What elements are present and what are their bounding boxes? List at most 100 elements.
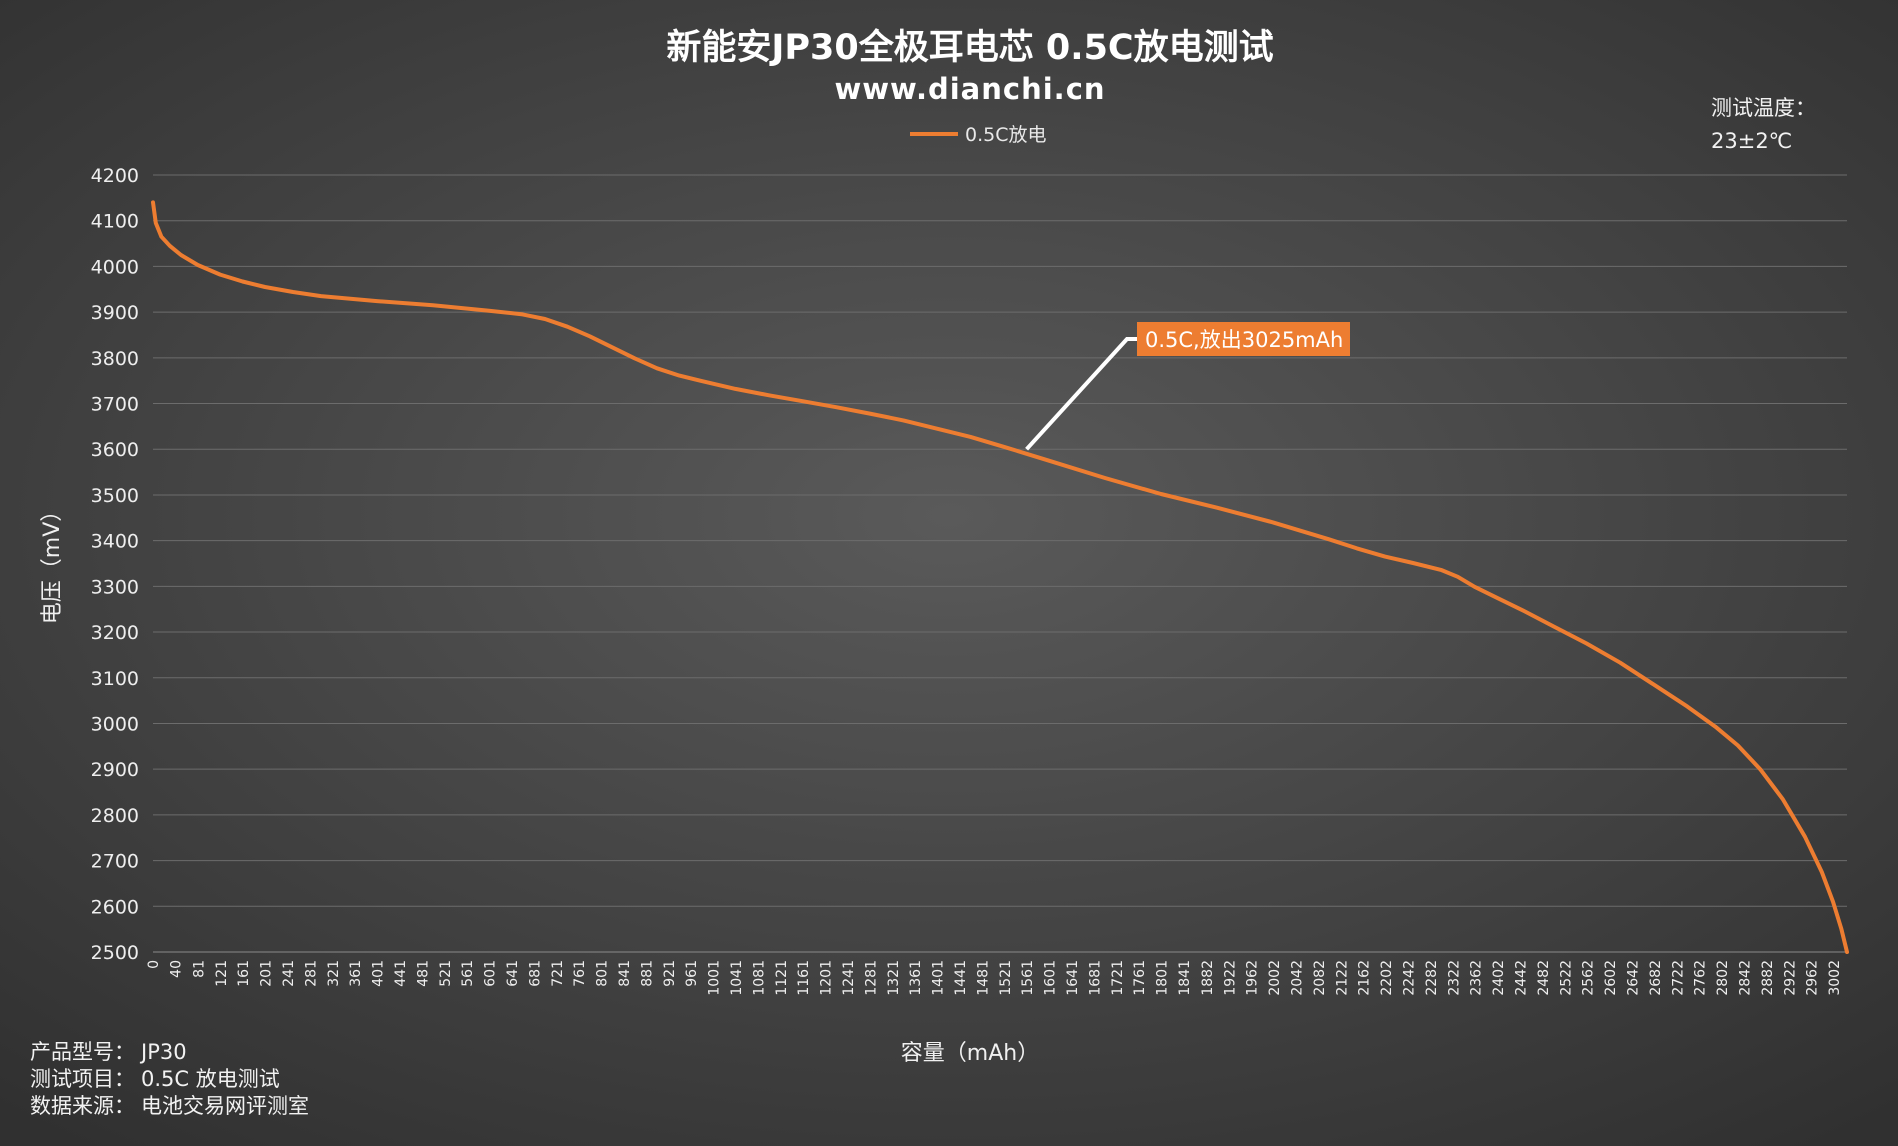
- test-info: 产品型号： JP30 测试项目： 0.5C 放电测试 数据来源： 电池交易网评测室: [30, 1039, 309, 1120]
- x-tick-label: 841: [617, 960, 633, 987]
- x-tick-label: 161: [236, 960, 252, 987]
- x-tick-label: 2322: [1446, 960, 1462, 996]
- y-tick-label: 4100: [91, 211, 139, 233]
- x-tick-label: 1161: [796, 960, 812, 996]
- x-tick-label: 1321: [886, 960, 902, 996]
- x-tick-label: 1481: [975, 960, 991, 996]
- x-tick-label: 2962: [1805, 960, 1821, 996]
- x-tick-label: 1441: [953, 960, 969, 996]
- x-tick-label: 1081: [751, 960, 767, 996]
- y-tick-label: 3700: [91, 394, 139, 416]
- y-axis-ticks: 2500 2600 2700 2800 2900 3000 3100 3200 3300 3400…: [91, 165, 139, 964]
- y-tick-label: 3000: [91, 713, 139, 735]
- x-tick-label: 40: [168, 960, 184, 978]
- x-tick-label: 1601: [1043, 960, 1059, 996]
- gridlines: [153, 174, 1847, 953]
- x-tick-label: 561: [460, 960, 476, 987]
- temperature-value: 23±2℃: [1711, 129, 1793, 153]
- x-tick-label: 361: [348, 960, 364, 987]
- x-tick-label: 1121: [774, 960, 790, 996]
- y-tick-label: 3300: [91, 576, 139, 598]
- x-tick-label: 3002: [1827, 960, 1843, 996]
- temperature-label: 测试温度：: [1711, 96, 1816, 120]
- x-tick-label: 2002: [1267, 960, 1283, 996]
- x-tick-label: 441: [393, 960, 409, 987]
- x-tick-label: 1241: [841, 960, 857, 996]
- x-tick-label: 2922: [1782, 960, 1798, 996]
- x-tick-label: 1641: [1065, 960, 1081, 996]
- y-tick-label: 4000: [91, 256, 139, 278]
- x-tick-label: 121: [214, 960, 230, 987]
- x-tick-label: 401: [371, 960, 387, 987]
- x-tick-label: 2042: [1290, 960, 1306, 996]
- y-tick-label: 2700: [91, 851, 139, 873]
- source-label: 数据来源：: [30, 1094, 135, 1118]
- x-tick-label: 2242: [1402, 960, 1418, 996]
- x-tick-label: 1882: [1200, 960, 1216, 996]
- x-tick-label: 2562: [1581, 960, 1597, 996]
- x-tick-label: 801: [595, 960, 611, 987]
- temperature-info: 测试温度： 23±2℃: [1711, 95, 1816, 155]
- x-tick-label: 2082: [1312, 960, 1328, 996]
- y-tick-label: 3800: [91, 348, 139, 370]
- annotation-box: [1137, 322, 1350, 356]
- x-tick-label: 1721: [1110, 960, 1126, 996]
- x-tick-label: 601: [483, 960, 499, 987]
- y-tick-label: 3600: [91, 439, 139, 461]
- x-tick-label: 2642: [1626, 960, 1642, 996]
- x-tick-label: 2282: [1424, 960, 1440, 996]
- info-row-source: 数据来源： 电池交易网评测室: [30, 1093, 309, 1120]
- test-value: 0.5C 放电测试: [141, 1067, 280, 1091]
- model-label: 产品型号：: [30, 1040, 135, 1064]
- x-tick-label: 641: [505, 960, 521, 987]
- legend-label: 0.5C放电: [965, 124, 1046, 146]
- x-tick-label: 1521: [998, 960, 1014, 996]
- x-tick-label: 81: [191, 960, 207, 978]
- x-tick-label: 481: [415, 960, 431, 987]
- x-tick-label: 921: [662, 960, 678, 987]
- x-tick-label: 1041: [729, 960, 745, 996]
- x-axis-ticks: 0 40 81 121 161 201 241 281 321 361 401 441 481 521 56…: [146, 960, 1843, 996]
- x-tick-label: 2442: [1514, 960, 1530, 996]
- x-tick-label: 201: [259, 960, 275, 987]
- y-tick-label: 3900: [91, 302, 139, 324]
- x-tick-label: 1401: [931, 960, 947, 996]
- y-tick-label: 3100: [91, 668, 139, 690]
- x-tick-label: 2482: [1536, 960, 1552, 996]
- x-tick-label: 2202: [1379, 960, 1395, 996]
- y-tick-label: 2500: [91, 942, 139, 964]
- x-tick-label: 681: [527, 960, 543, 987]
- x-tick-label: 721: [550, 960, 566, 987]
- annotation-label: 0.5C,放出3025mAh: [1145, 328, 1343, 352]
- x-tick-label: 2602: [1603, 960, 1619, 996]
- x-tick-label: 281: [303, 960, 319, 987]
- y-tick-label: 4200: [91, 165, 139, 187]
- x-tick-label: 961: [684, 960, 700, 987]
- x-tick-label: 2162: [1357, 960, 1373, 996]
- x-axis-label: 容量（mAh）: [901, 1041, 1039, 1066]
- chart-subtitle: www.dianchi.cn: [834, 72, 1105, 106]
- x-tick-label: 2122: [1334, 960, 1350, 996]
- x-tick-label: 521: [438, 960, 454, 987]
- y-tick-label: 2800: [91, 805, 139, 827]
- x-tick-label: 2402: [1491, 960, 1507, 996]
- x-tick-label: 2842: [1738, 960, 1754, 996]
- annotation: 0.5C,放出3025mAh: [1025, 322, 1350, 451]
- source-value: 电池交易网评测室: [141, 1094, 309, 1118]
- x-tick-label: 2362: [1469, 960, 1485, 996]
- x-tick-label: 1361: [908, 960, 924, 996]
- x-tick-label: 2722: [1670, 960, 1686, 996]
- y-tick-label: 2600: [91, 896, 139, 918]
- x-tick-label: 1801: [1155, 960, 1171, 996]
- chart-title: 新能安JP30全极耳电芯 0.5C放电测试: [666, 27, 1273, 68]
- test-label: 测试项目：: [30, 1067, 135, 1091]
- x-tick-label: 1962: [1245, 960, 1261, 996]
- x-tick-label: 241: [281, 960, 297, 987]
- x-tick-label: 761: [572, 960, 588, 987]
- x-tick-label: 1841: [1177, 960, 1193, 996]
- x-tick-label: 1281: [863, 960, 879, 996]
- y-tick-label: 3200: [91, 622, 139, 644]
- info-row-test: 测试项目： 0.5C 放电测试: [30, 1066, 309, 1093]
- y-tick-label: 2900: [91, 759, 139, 781]
- y-tick-label: 3400: [91, 531, 139, 553]
